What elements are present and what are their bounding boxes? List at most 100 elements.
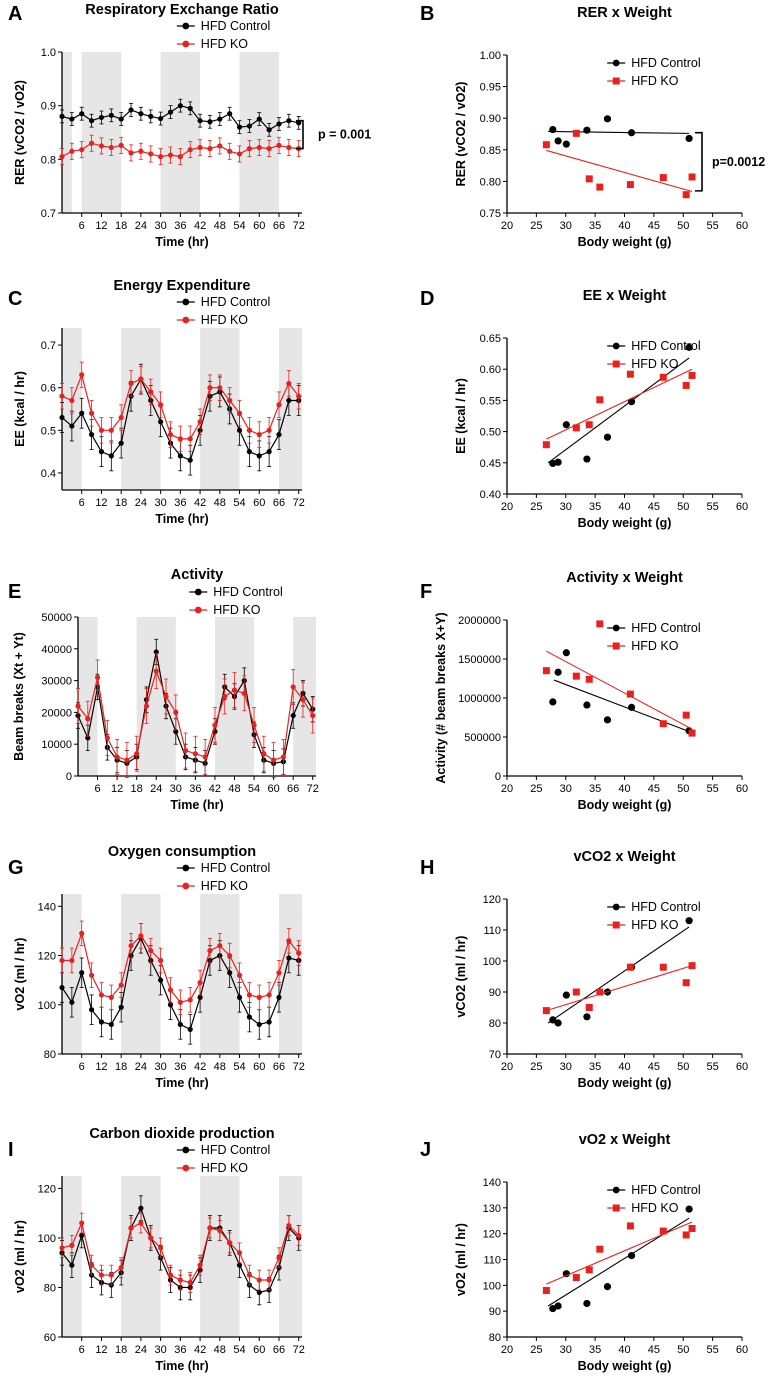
data-point: [124, 757, 130, 763]
legend-label: HFD KO: [201, 1161, 249, 1175]
legend-marker: [194, 588, 202, 596]
data-point: [192, 751, 198, 757]
x-tick-label: 24: [150, 783, 162, 795]
data-point: [69, 148, 75, 154]
y-axis-label: vCO2 (ml / hr): [454, 936, 468, 1018]
legend-label: HFD KO: [213, 603, 261, 617]
data-point: [138, 1220, 144, 1226]
data-point: [549, 698, 557, 706]
data-point: [118, 116, 124, 122]
data-point: [177, 1277, 183, 1283]
x-tick-label: 18: [115, 1061, 127, 1073]
data-point: [627, 703, 636, 711]
data-point: [138, 376, 144, 382]
data-point: [236, 427, 243, 433]
data-point: [79, 930, 85, 936]
series-hfd-ko: [59, 361, 302, 453]
data-point: [286, 118, 292, 124]
data-point: [585, 421, 593, 429]
data-point: [158, 115, 164, 122]
data-point: [158, 977, 164, 983]
data-point: [585, 675, 593, 683]
fit-line: [548, 130, 690, 134]
legend-item: HFD KO: [176, 37, 248, 51]
data-point: [173, 709, 179, 716]
data-point: [98, 992, 105, 998]
x-tick-label: 55: [707, 1344, 719, 1356]
y-tick-label: 0.90: [480, 113, 501, 125]
chart-title: Energy Expenditure: [114, 278, 251, 294]
data-point: [108, 1272, 114, 1278]
data-point: [685, 917, 693, 925]
x-tick-label: 20: [501, 1344, 513, 1356]
y-tick-label: 0.55: [480, 395, 501, 407]
x-axis-label: Time (hr): [155, 512, 208, 526]
x-tick-label: 20: [501, 501, 513, 513]
legend-item: HFD KO: [176, 879, 248, 893]
legend-item: HFD KO: [607, 74, 679, 88]
data-point: [603, 716, 612, 724]
data-point: [542, 667, 550, 675]
y-axis-label: Beam breaks (Xt + Yt): [12, 632, 26, 761]
x-tick-label: 24: [135, 220, 147, 232]
data-point: [236, 124, 243, 130]
data-point: [231, 687, 238, 693]
x-tick-label: 42: [194, 1344, 206, 1356]
y-tick-label: 0.50: [480, 427, 501, 439]
x-axis-label: Time (hr): [155, 235, 208, 249]
data-point: [246, 123, 252, 129]
x-tick-label: 30: [155, 220, 167, 232]
x-tick-label: 45: [648, 220, 660, 232]
y-tick-label: 0.60: [480, 364, 501, 376]
panel-i: I Carbon dioxide production 60 80 100 120 6 12 1…: [8, 1126, 305, 1373]
legend-marker: [194, 606, 202, 614]
y-tick-label: 80: [489, 1018, 501, 1030]
series-hfd-control: [59, 363, 302, 476]
legend-label: HFD Control: [201, 19, 270, 33]
x-tick-label: 48: [228, 783, 240, 795]
data-point: [197, 419, 203, 425]
data-point: [227, 970, 233, 976]
data-point: [88, 140, 95, 146]
legend-label: HFD Control: [201, 861, 270, 875]
data-point: [158, 419, 164, 425]
y-axis-label: EE (kcal / hr): [454, 378, 468, 454]
x-tick-label: 36: [174, 497, 186, 509]
x-tick-label: 36: [174, 220, 186, 232]
y-tick-label: 0.5: [41, 425, 56, 437]
data-point: [167, 1272, 174, 1278]
data-point: [266, 146, 272, 152]
x-tick-label: 66: [273, 1344, 285, 1356]
data-point: [187, 147, 193, 153]
data-point: [246, 427, 252, 433]
legend-marker: [182, 1146, 190, 1154]
y-tick-label: 80: [489, 1332, 501, 1344]
data-point: [585, 175, 593, 183]
data-point: [572, 129, 580, 137]
x-tick-label: 35: [589, 1344, 601, 1356]
data-point: [108, 453, 114, 459]
data-point: [59, 393, 65, 399]
x-tick-label: 60: [736, 1344, 748, 1356]
data-point: [603, 433, 612, 441]
legend-item: HFD KO: [176, 1161, 249, 1175]
x-tick-label: 60: [736, 1061, 748, 1073]
data-point: [69, 1262, 75, 1268]
data-point: [94, 674, 101, 681]
series-hfd-control: [548, 115, 693, 148]
fit-line: [547, 1217, 690, 1307]
x-tick-label: 48: [214, 220, 226, 232]
data-point: [222, 693, 228, 700]
y-tick-label: 120: [483, 1229, 501, 1241]
data-point: [626, 181, 634, 189]
y-tick-label: 140: [483, 1177, 501, 1189]
data-point: [108, 1021, 114, 1028]
legend-item: HFD Control: [176, 861, 270, 875]
chart-title: Activity x Weight: [566, 570, 683, 586]
y-tick-label: 0.80: [480, 176, 501, 188]
y-tick-label: 0: [66, 771, 72, 783]
legend-item: HFD Control: [607, 56, 701, 70]
data-point: [688, 173, 696, 181]
data-point: [562, 1270, 570, 1278]
legend-marker: [182, 22, 190, 30]
